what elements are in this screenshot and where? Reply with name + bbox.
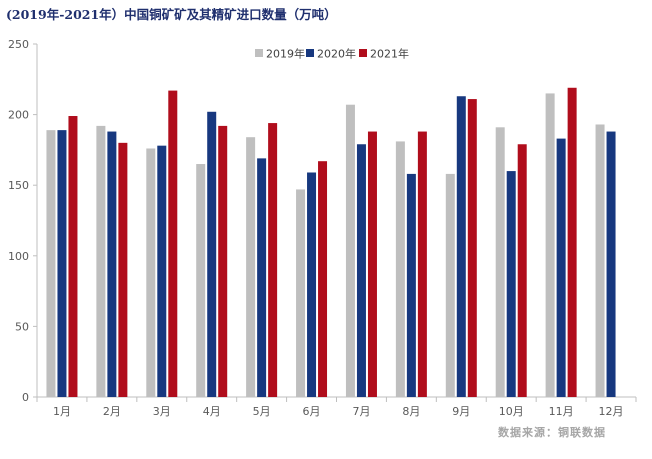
bar-2020年-5月 — [257, 158, 267, 397]
x-tick-label: 8月 — [402, 405, 420, 418]
bar-2021年-10月 — [517, 144, 527, 397]
bar-2020年-6月 — [307, 172, 317, 397]
bar-2020年-11月 — [556, 138, 566, 397]
x-tick-label: 5月 — [253, 405, 271, 418]
legend-label: 2019年 — [266, 47, 305, 61]
bar-2020年-7月 — [356, 144, 366, 397]
bar-2020年-10月 — [506, 171, 516, 397]
x-tick-label: 6月 — [303, 405, 321, 418]
legend-swatch — [255, 49, 263, 57]
bar-2019年-9月 — [445, 173, 455, 397]
bar-2019年-5月 — [246, 137, 256, 397]
bar-2021年-2月 — [118, 142, 128, 397]
bar-2021年-7月 — [367, 131, 377, 397]
legend-label: 2020年 — [317, 47, 356, 61]
bar-2019年-3月 — [146, 148, 156, 397]
data-source-note: 数据来源：铜联数据 — [498, 425, 606, 439]
bar-2021年-3月 — [168, 90, 178, 397]
bar-2020年-8月 — [406, 173, 416, 397]
x-tick-label: 3月 — [153, 405, 171, 418]
x-tick-label: 10月 — [499, 405, 524, 418]
bar-2019年-1月 — [46, 130, 56, 397]
bar-2019年-6月 — [296, 189, 306, 397]
bar-2020年-2月 — [107, 131, 117, 397]
bar-2020年-4月 — [207, 111, 217, 397]
y-tick-label: 200 — [8, 109, 29, 122]
bars — [46, 87, 616, 398]
x-tick-label: 11月 — [549, 405, 574, 418]
y-tick-label: 150 — [8, 179, 29, 192]
x-tick-label: 7月 — [352, 405, 370, 418]
bar-2019年-4月 — [196, 164, 206, 397]
bar-2021年-9月 — [467, 99, 477, 398]
chart-title: (2019年-2021年）中国铜矿矿及其精矿进口数量（万吨） — [6, 7, 337, 22]
legend-swatch — [359, 49, 367, 57]
x-tick-label: 12月 — [599, 405, 624, 418]
y-tick-label: 100 — [8, 250, 29, 263]
legend: 2019年 2020年 2021年 — [255, 47, 409, 61]
bar-2021年-1月 — [68, 116, 78, 398]
legend-label: 2021年 — [370, 47, 409, 61]
x-tick-label: 2月 — [103, 405, 121, 418]
bar-2020年-3月 — [157, 145, 167, 397]
bar-2021年-5月 — [268, 123, 278, 398]
bar-2021年-4月 — [218, 125, 228, 398]
bar-2020年-12月 — [606, 131, 616, 397]
bar-2019年-12月 — [595, 124, 605, 397]
y-tick-label: 250 — [8, 38, 29, 51]
bar-2020年-1月 — [57, 130, 67, 397]
x-tick-label: 9月 — [452, 405, 470, 418]
bar-2019年-7月 — [345, 104, 355, 397]
bar-2019年-8月 — [395, 141, 405, 397]
x-tick-label: 4月 — [203, 405, 221, 418]
axes: 0 50 100 150 200 250 1月 2月 3月 4月 5月 6月 7月 8月 9月 10月 11月 1… — [8, 38, 637, 418]
bar-2021年-6月 — [318, 161, 328, 397]
x-tick-label: 1月 — [53, 405, 71, 418]
bar-2021年-8月 — [417, 131, 427, 397]
y-tick-label: 50 — [15, 320, 29, 333]
bar-2019年-11月 — [545, 93, 555, 398]
bar-2021年-11月 — [567, 87, 577, 397]
bar-2019年-10月 — [495, 127, 505, 398]
legend-swatch — [306, 49, 314, 57]
bar-2020年-9月 — [456, 96, 466, 397]
y-tick-label: 0 — [22, 391, 29, 404]
bar-2019年-2月 — [96, 125, 106, 398]
